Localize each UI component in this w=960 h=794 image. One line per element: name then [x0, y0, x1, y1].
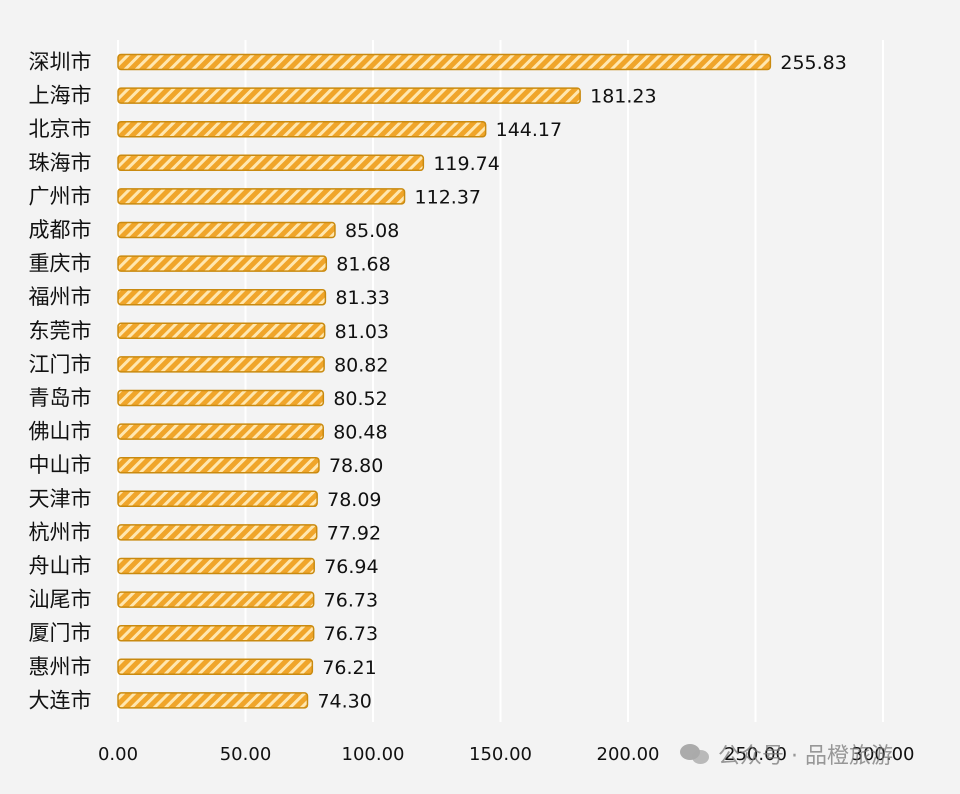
category-label: 福州市 — [29, 285, 92, 309]
category-label: 成都市 — [29, 218, 92, 242]
category-label: 东莞市 — [29, 319, 92, 343]
data-label: 112.37 — [415, 186, 481, 208]
category-label: 上海市 — [29, 84, 92, 108]
category-label: 舟山市 — [29, 554, 92, 578]
category-labels: 深圳市上海市北京市珠海市广州市成都市重庆市福州市东莞市江门市青岛市佛山市中山市天… — [29, 50, 92, 712]
data-label: 181.23 — [590, 86, 656, 108]
bar — [117, 456, 320, 474]
category-label: 杭州市 — [29, 520, 92, 544]
category-label: 江门市 — [29, 352, 92, 376]
data-label: 78.80 — [329, 455, 383, 477]
data-label: 80.82 — [334, 354, 388, 376]
data-label: 255.83 — [780, 52, 846, 74]
bar — [117, 221, 336, 239]
data-label: 76.21 — [322, 657, 376, 679]
data-label: 85.08 — [345, 220, 399, 242]
x-tick-label: 0.00 — [98, 744, 138, 765]
category-label: 天津市 — [29, 487, 92, 511]
data-label: 119.74 — [433, 153, 499, 175]
x-axis-ticks: 0.00 50.00 100.00 150.00 200.00 250.00 300.00 — [98, 744, 915, 765]
category-label: 深圳市 — [29, 50, 92, 74]
x-tick-label: 150.00 — [469, 744, 532, 765]
value-labels: 255.83 181.23 144.17 119.74 112.37 85.08 81.68… — [317, 52, 846, 712]
bar — [117, 356, 325, 373]
category-label: 北京市 — [29, 117, 92, 141]
bar — [117, 322, 326, 340]
bar — [117, 524, 318, 541]
bar — [117, 624, 315, 642]
bar — [117, 87, 581, 104]
category-label: 厦门市 — [29, 621, 92, 645]
data-label: 78.09 — [327, 489, 381, 511]
bar — [117, 288, 327, 306]
bar — [117, 591, 315, 608]
data-label: 81.33 — [335, 287, 389, 309]
data-label: 77.92 — [327, 522, 381, 544]
data-label: 80.48 — [333, 422, 387, 444]
data-label: 76.94 — [324, 556, 378, 578]
data-label: 81.68 — [336, 254, 390, 276]
bar — [117, 490, 318, 508]
bar — [117, 658, 314, 676]
category-label: 珠海市 — [29, 151, 92, 175]
bar — [117, 557, 315, 575]
bar — [117, 120, 487, 138]
bar — [117, 53, 772, 71]
data-label: 81.03 — [335, 321, 389, 343]
data-label: 74.30 — [317, 690, 371, 712]
bars — [117, 53, 772, 709]
data-label: 76.73 — [324, 623, 378, 645]
x-tick-label: 250.00 — [724, 744, 787, 765]
category-label: 惠州市 — [29, 655, 92, 679]
x-tick-label: 300.00 — [852, 744, 915, 765]
category-label: 中山市 — [29, 453, 92, 477]
bar — [117, 389, 325, 407]
bar — [117, 692, 309, 709]
x-tick-label: 100.00 — [342, 744, 405, 765]
category-label: 汕尾市 — [29, 588, 92, 612]
data-label: 144.17 — [496, 119, 562, 141]
data-label: 80.52 — [333, 388, 387, 410]
bar — [117, 423, 324, 440]
category-label: 佛山市 — [29, 420, 92, 444]
data-label: 76.73 — [324, 590, 378, 612]
category-label: 重庆市 — [29, 252, 92, 276]
bar — [117, 255, 328, 272]
x-tick-label: 200.00 — [597, 744, 660, 765]
bar — [117, 188, 406, 205]
category-label: 大连市 — [29, 688, 92, 712]
x-tick-label: 50.00 — [220, 744, 272, 765]
gridlines — [117, 40, 884, 722]
category-label: 广州市 — [29, 184, 92, 208]
category-label: 青岛市 — [29, 386, 92, 410]
bar — [117, 154, 425, 172]
